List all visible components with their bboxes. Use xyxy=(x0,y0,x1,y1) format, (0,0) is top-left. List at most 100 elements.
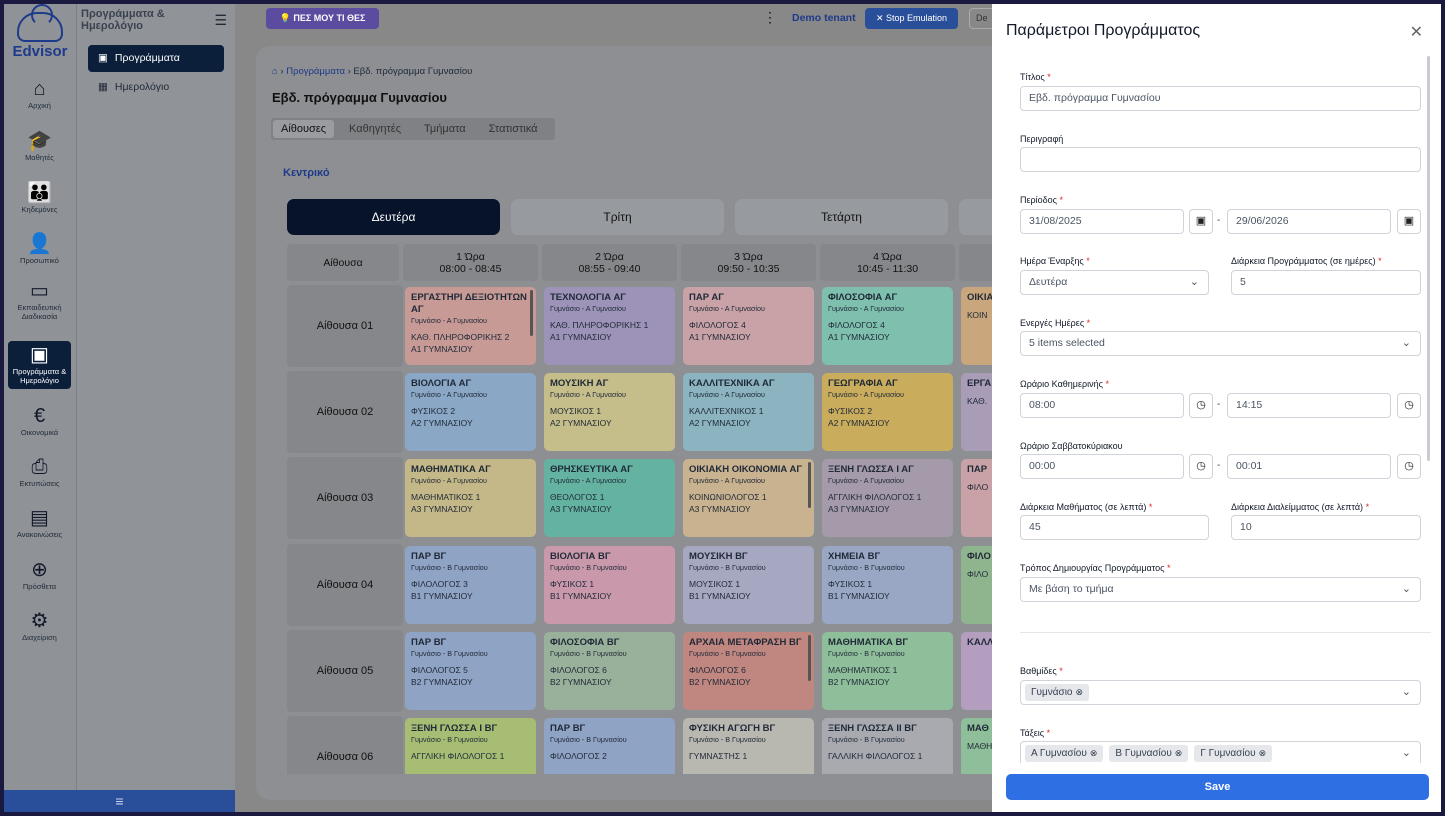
remove-chip-icon[interactable]: ⊗ xyxy=(1258,747,1267,758)
active-days-label: Ενεργές Ημέρες * xyxy=(1020,318,1091,328)
rail-item-5[interactable]: ▣ Προγράμματα & Ημερολόγιο xyxy=(8,341,71,389)
lesson-cell[interactable]: ΜΑΘΗΜΑΤΙΚΑ ΒΓ Γυμνάσιο - Β Γυμνασίου ΜΑΘΗΜ… xyxy=(822,632,953,710)
calendar-icon[interactable]: ▣ xyxy=(1397,209,1421,234)
app-logo[interactable]: Edvisor xyxy=(10,4,70,60)
lesson-cell[interactable]: ΜΟΥΣΙΚΗ ΑΓ Γυμνάσιο - Α Γυμνασίου ΜΟΥΣΙΚΟΣ… xyxy=(544,373,675,451)
hour-name: 2 Ώρα xyxy=(595,251,624,263)
lesson-cell[interactable]: ΜΟΥΣΙΚΗ ΒΓ Γυμνάσιο - Β Γυμνασίου ΜΟΥΣΙΚΟΣ… xyxy=(683,546,814,624)
weekday-start-input[interactable]: 08:00 xyxy=(1020,393,1184,418)
stop-emulation-button[interactable]: ✕ Stop Emulation xyxy=(865,8,958,29)
tab-statistics[interactable]: Στατιστικά xyxy=(488,123,538,135)
collapse-sidebar-button[interactable]: ≡ xyxy=(4,790,235,812)
lesson-cell[interactable]: ΜΑΘΗΜΑΤΙΚΑ ΑΓ Γυμνάσιο - Α Γυμνασίου ΜΑΘΗΜ… xyxy=(405,459,536,537)
home-icon[interactable]: ⌂ xyxy=(272,66,278,77)
panel-scrollbar[interactable] xyxy=(1427,56,1430,461)
rail-item-4[interactable]: ▭ Εκπαιδευτική Διαδικασία xyxy=(8,280,71,321)
cell-scrollbar[interactable] xyxy=(808,462,811,508)
tab-classes[interactable]: Τμήματα xyxy=(424,123,466,135)
mode-select[interactable]: Με βάση το τμήμα ⌄ xyxy=(1020,577,1421,602)
lesson-cell[interactable]: ΦΙΛΟΣΟΦΙΑ ΒΓ Γυμνάσιο - Β Γυμνασίου ΦΙΛΟΛΟ… xyxy=(544,632,675,710)
duration-input[interactable]: 5 xyxy=(1231,270,1421,295)
tab-teachers[interactable]: Καθηγητές xyxy=(349,123,401,135)
lesson-title: ΤΕΧΝΟΛΟΓΙΑ ΑΓ xyxy=(550,292,627,303)
lesson-cell[interactable]: ΓΕΩΓΡΑΦΙΑ ΑΓ Γυμνάσιο - Α Γυμνασίου ΦΥΣΙΚΟ… xyxy=(822,373,953,451)
section-label[interactable]: Κεντρικό xyxy=(283,167,330,179)
classes-select[interactable]: Α Γυμνασίου ⊗ Β Γυμνασίου ⊗ Γ Γυμνασίου ⊗ ⌄ xyxy=(1020,741,1421,763)
clock-icon[interactable]: ◷ xyxy=(1397,393,1421,418)
ask-assistant-button[interactable]: 💡 ΠΕΣ ΜΟΥ ΤΙ ΘΕΣ xyxy=(266,8,379,29)
lesson-cell[interactable]: ΕΡΓΑΣΤΗΡΙ ΔΕΞΙΟΤΗΤΩΝ ΑΓ Γυμνάσιο - Α Γυμν… xyxy=(405,287,536,365)
period-start-input[interactable]: 31/08/2025 xyxy=(1020,209,1184,234)
chevron-down-icon: ⌄ xyxy=(1189,276,1199,288)
rail-item-10[interactable]: ⚙ Διαχείριση xyxy=(8,610,71,642)
rail-item-1[interactable]: 🎓 Μαθητές xyxy=(8,130,71,162)
title-input[interactable]: Εβδ. πρόγραμμα Γυμνασίου xyxy=(1020,86,1421,111)
lesson-cell[interactable]: ΦΥΣΙΚΗ ΑΓΩΓΗ ΒΓ Γυμνάσιο - Β Γυμνασίου ΓΥΜ… xyxy=(683,718,814,774)
grades-select[interactable]: Γυμνάσιο ⊗ ⌄ xyxy=(1020,680,1421,705)
subnav-item-programs[interactable]: ▣ Προγράμματα xyxy=(88,45,224,72)
calendar-icon[interactable]: ▣ xyxy=(1189,209,1213,234)
day-tab-tuesday[interactable]: Τρίτη xyxy=(511,199,724,235)
lesson-cell[interactable]: ΒΙΟΛΟΓΙΑ ΒΓ Γυμνάσιο - Β Γυμνασίου ΦΥΣΙΚΟΣ… xyxy=(544,546,675,624)
tenant-name[interactable]: Demo tenant xyxy=(792,12,856,24)
rail-item-8[interactable]: ▤ Ανακοινώσεις xyxy=(8,507,71,539)
start-day-select[interactable]: Δευτέρα ⌄ xyxy=(1020,270,1209,295)
day-tab-monday[interactable]: Δευτέρα xyxy=(287,199,500,235)
clock-icon[interactable]: ◷ xyxy=(1189,393,1213,418)
more-options-icon[interactable]: ⋮ xyxy=(763,9,777,25)
view-tabs: Αίθουσες Καθηγητές Τμήματα Στατιστικά xyxy=(271,118,555,140)
clock-icon[interactable]: ◷ xyxy=(1397,454,1421,479)
lesson-cell[interactable]: ΞΕΝΗ ΓΛΩΣΣΑ Ι ΒΓ Γυμνάσιο - Β Γυμνασίου ΑΓ… xyxy=(405,718,536,774)
subnav-item-calendar[interactable]: ▦ Ημερολόγιο xyxy=(88,74,224,101)
breadcrumb-link[interactable]: Προγράμματα xyxy=(286,66,345,77)
lesson-cell[interactable]: ΧΗΜΕΙΑ ΒΓ Γυμνάσιο - Β Γυμνασίου ΦΥΣΙΚΟΣ 1… xyxy=(822,546,953,624)
ask-assistant-label: ΠΕΣ ΜΟΥ ΤΙ ΘΕΣ xyxy=(293,13,366,23)
tab-rooms[interactable]: Αίθουσες xyxy=(273,120,335,138)
active-days-select[interactable]: 5 items selected ⌄ xyxy=(1020,331,1421,356)
rail-item-3[interactable]: 👤 Προσωπικό xyxy=(8,233,71,265)
weekday-end-input[interactable]: 14:15 xyxy=(1227,393,1391,418)
lesson-cell[interactable]: ΦΙΛΟΣΟΦΙΑ ΑΓ Γυμνάσιο - Α Γυμνασίου ΦΙΛΟΛΟ… xyxy=(822,287,953,365)
rail-item-9[interactable]: ⊕ Πρόσθετα xyxy=(8,559,71,591)
remove-chip-icon[interactable]: ⊗ xyxy=(1075,686,1084,697)
lesson-cell[interactable]: ΠΑΡ ΒΓ Γυμνάσιο - Β Γυμνασίου ΦΙΛΟΛΟΓΟΣ 3 Β… xyxy=(405,546,536,624)
hamburger-icon[interactable]: ☰ xyxy=(214,12,227,28)
mode-value: Με βάση το τμήμα xyxy=(1029,583,1114,595)
weekend-end-input[interactable]: 00:01 xyxy=(1227,454,1391,479)
lesson-cell[interactable]: ΠΑΡ ΒΓ Γυμνάσιο - Β Γυμνασίου ΦΙΛΟΛΟΓΟΣ 5 Β… xyxy=(405,632,536,710)
rail-item-label: Κηδεμόνες xyxy=(21,205,58,214)
lesson-cell[interactable]: ΚΑΛΛΙΤΕΧΝΙΚΑ ΑΓ Γυμνάσιο - Α Γυμνασίου ΚΑΛ… xyxy=(683,373,814,451)
lesson-cell[interactable]: ΞΕΝΗ ΓΛΩΣΣΑ Ι ΑΓ Γυμνάσιο - Α Γυμνασίου ΑΓ… xyxy=(822,459,953,537)
rail-item-2[interactable]: 👪 Κηδεμόνες xyxy=(8,182,71,214)
lesson-duration-input[interactable]: 45 xyxy=(1020,515,1209,540)
day-tab-wednesday[interactable]: Τετάρτη xyxy=(735,199,948,235)
close-icon[interactable]: ✕ xyxy=(1409,24,1423,41)
lesson-cell[interactable]: ΘΡΗΣΚΕΥΤΙΚΑ ΑΓ Γυμνάσιο - Α Γυμνασίου ΘΕΟΛ… xyxy=(544,459,675,537)
save-button[interactable]: Save xyxy=(1006,774,1429,800)
remove-chip-icon[interactable]: ⊗ xyxy=(1174,747,1183,758)
weekend-start-input[interactable]: 00:00 xyxy=(1020,454,1184,479)
lesson-cell[interactable]: ΒΙΟΛΟΓΙΑ ΑΓ Γυμνάσιο - Α Γυμνασίου ΦΥΣΙΚΟΣ… xyxy=(405,373,536,451)
lesson-cell[interactable]: ΟΙΚΙΑΚΗ ΟΙΚΟΝΟΜΙΑ ΑΓ Γυμνάσιο - Α Γυμνασί… xyxy=(683,459,814,537)
lesson-cell[interactable]: ΤΕΧΝΟΛΟΓΙΑ ΑΓ Γυμνάσιο - Α Γυμνασίου ΚΑΘ. … xyxy=(544,287,675,365)
lesson-cell[interactable]: ΠΑΡ ΒΓ Γυμνάσιο - Β Γυμνασίου ΦΙΛΟΛΟΓΟΣ 2 xyxy=(544,718,675,774)
rail-item-6[interactable]: € Οικονομικά xyxy=(8,405,71,437)
description-input[interactable] xyxy=(1020,147,1421,172)
lesson-title: ΦΥΣΙΚΗ ΑΓΩΓΗ ΒΓ xyxy=(689,723,776,734)
lesson-teacher: ΓΥΜΝΑΣΤΗΣ 1 xyxy=(689,751,748,761)
break-duration-input[interactable]: 10 xyxy=(1231,515,1421,540)
selected-chip: Β Γυμνασίου ⊗ xyxy=(1109,744,1189,762)
range-separator: - xyxy=(1217,215,1221,226)
lesson-class: Β1 ΓΥΜΝΑΣΙΟΥ xyxy=(411,591,473,601)
lesson-cell[interactable]: ΞΕΝΗ ΓΛΩΣΣΑ ΙΙ ΒΓ Γυμνάσιο - Β Γυμνασίου Γ… xyxy=(822,718,953,774)
lesson-cell[interactable]: ΠΑΡ ΑΓ Γυμνάσιο - Α Γυμνασίου ΦΙΛΟΛΟΓΟΣ 4 Α… xyxy=(683,287,814,365)
period-end-input[interactable]: 29/06/2026 xyxy=(1227,209,1391,234)
rail-item-0[interactable]: ⌂ Αρχική xyxy=(8,78,71,110)
cell-scrollbar[interactable] xyxy=(530,290,533,336)
clock-icon[interactable]: ◷ xyxy=(1189,454,1213,479)
rail-item-7[interactable]: ⎙ Εκτυπώσεις xyxy=(8,456,71,488)
lesson-cell[interactable]: ΑΡΧΑΙΑ ΜΕΤΑΦΡΑΣΗ ΒΓ Γυμνάσιο - Β Γυμνασίο… xyxy=(683,632,814,710)
rail-item-label: Αρχική xyxy=(28,101,51,110)
remove-chip-icon[interactable]: ⊗ xyxy=(1089,747,1098,758)
cell-scrollbar[interactable] xyxy=(808,635,811,681)
